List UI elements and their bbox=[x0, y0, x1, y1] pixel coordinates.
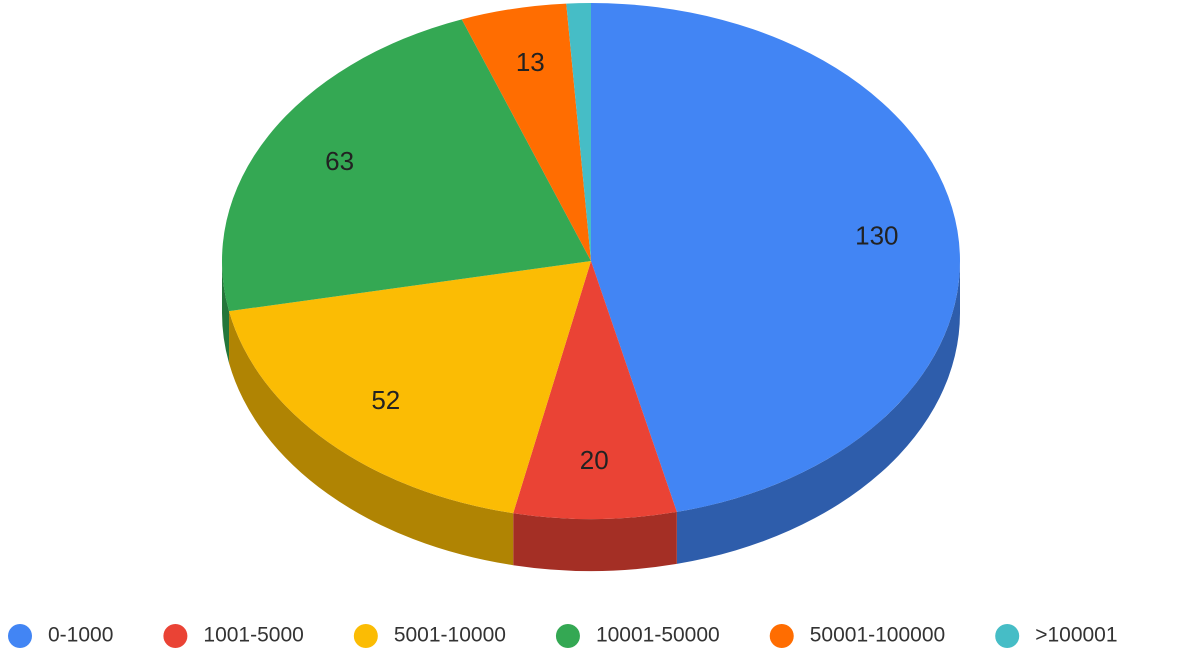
pie-slice bbox=[513, 261, 677, 519]
pie-slice bbox=[229, 261, 591, 514]
pie-slice bbox=[461, 3, 591, 261]
pie-side bbox=[222, 261, 230, 364]
value-label: 130 bbox=[855, 220, 898, 250]
legend-marker bbox=[163, 624, 188, 648]
legend-label: 50001-100000 bbox=[810, 624, 945, 647]
pie-slice bbox=[566, 3, 591, 261]
value-label: 20 bbox=[580, 445, 609, 475]
value-label: 52 bbox=[371, 385, 400, 415]
legend-label: 10001-50000 bbox=[596, 624, 720, 647]
legend-label: 5001-10000 bbox=[394, 624, 506, 647]
pie-side bbox=[513, 511, 677, 571]
pie-side bbox=[676, 261, 960, 564]
legend-marker bbox=[353, 624, 378, 648]
legend-label: 0-1000 bbox=[48, 624, 113, 647]
pie-side bbox=[229, 311, 514, 566]
value-label: 63 bbox=[325, 146, 354, 176]
legend-marker bbox=[995, 624, 1020, 648]
legend-marker bbox=[555, 624, 580, 648]
legend-marker bbox=[8, 624, 32, 648]
pie-slice bbox=[591, 3, 960, 512]
value-label: 13 bbox=[516, 47, 545, 77]
legend-marker bbox=[769, 624, 794, 648]
pie-slice bbox=[222, 19, 591, 312]
legend-label: >100001 bbox=[1035, 624, 1117, 647]
legend-label: 1001-5000 bbox=[203, 624, 303, 647]
